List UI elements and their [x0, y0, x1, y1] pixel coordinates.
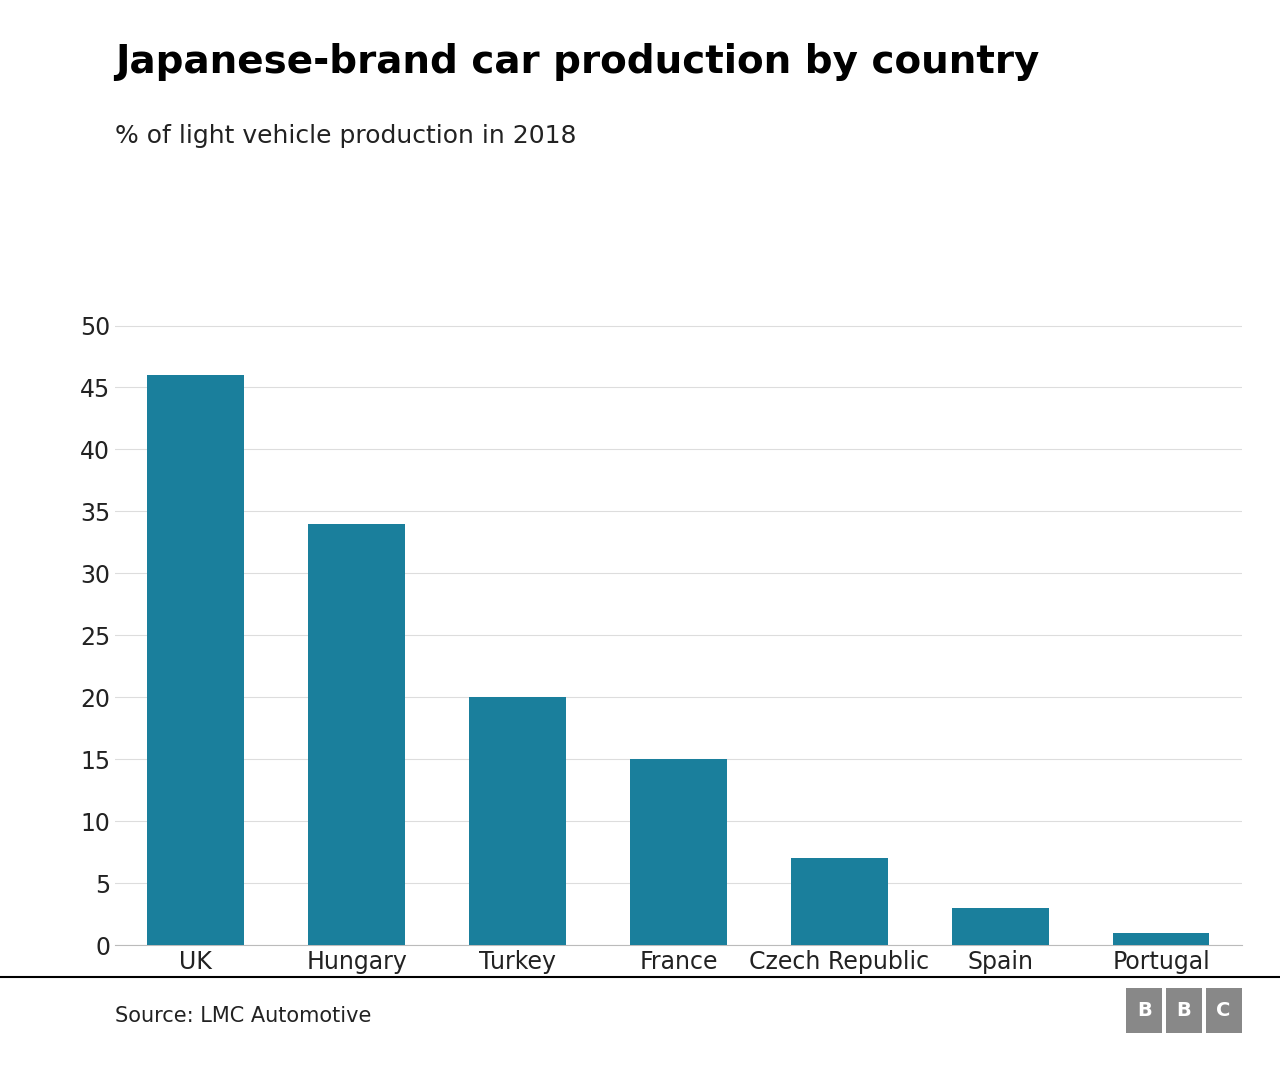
- Text: Japanese-brand car production by country: Japanese-brand car production by country: [115, 43, 1039, 81]
- Text: % of light vehicle production in 2018: % of light vehicle production in 2018: [115, 124, 577, 147]
- Text: B: B: [1137, 1001, 1152, 1020]
- Bar: [147, 375, 244, 945]
- Text: B: B: [1176, 1001, 1192, 1020]
- Text: Source: LMC Automotive: Source: LMC Automotive: [115, 1006, 371, 1027]
- Text: C: C: [1216, 1001, 1231, 1020]
- Bar: [1112, 932, 1210, 945]
- Bar: [470, 697, 566, 945]
- Bar: [791, 858, 887, 945]
- Bar: [952, 908, 1048, 945]
- Bar: [308, 524, 404, 945]
- Bar: [630, 759, 727, 945]
